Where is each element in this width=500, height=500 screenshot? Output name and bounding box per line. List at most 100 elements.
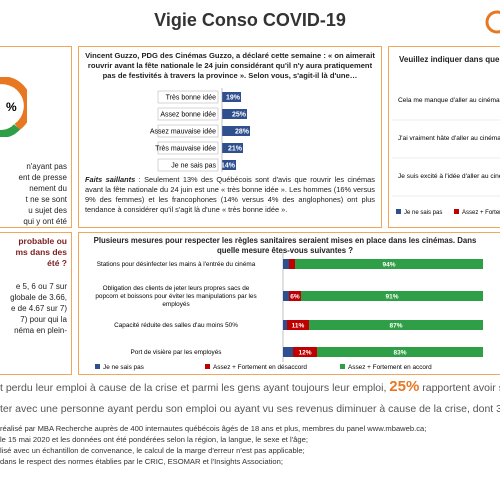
measures-title: Plusieurs mesures pour respecter les règ…: [93, 236, 477, 255]
bar-segment: [283, 259, 289, 269]
text-line: néma en plein-: [14, 326, 67, 335]
legend-label: Je ne sais pas: [404, 210, 442, 216]
category-label: Assez bonne idée: [160, 112, 216, 119]
text-line: 7) pour qui la: [20, 315, 67, 324]
footnote: réalisé par MBA Recherche auprès de 400 …: [0, 424, 427, 433]
bar-segment: [317, 347, 483, 357]
value-label: 14%: [221, 163, 236, 170]
value-label: 83%: [393, 350, 406, 357]
text-line: ent de presse: [18, 173, 67, 182]
footer-line-2: ter avec une personne ayant perdu son em…: [0, 403, 500, 415]
text-line: qui y ont été: [23, 217, 67, 226]
bar-segment: [293, 347, 317, 357]
question: Vincent Guzzo, PDG des Cinémas Guzzo, a …: [85, 51, 375, 80]
measures-panel: Plusieurs mesures pour respecter les règ…: [78, 232, 500, 375]
category-label: Stations pour désinfecter les mains à l'…: [97, 261, 256, 268]
quote-panel: Vincent Guzzo, PDG des Cinémas Guzzo, a …: [78, 46, 382, 228]
bar-segment: [287, 320, 309, 330]
category-label: Assez mauvaise idée: [150, 129, 216, 136]
text-line: n'ayant pas: [26, 162, 67, 171]
text: t perdu leur emploi à cause de la crise …: [0, 382, 390, 394]
category-label: Très mauvaise idée: [155, 146, 216, 153]
legend-label: Assez + Fortement en désaccord: [213, 364, 307, 371]
right-top-panel: Veuillez indiquer dans quelles me: [388, 46, 500, 228]
footer-line-1: t perdu leur emploi à cause de la crise …: [0, 378, 500, 395]
value-label: 91%: [385, 294, 398, 301]
highlights-text: : Seulement 13% des Québécois sont d'avi…: [85, 175, 375, 214]
bar-segment: [289, 259, 295, 269]
highlights: Faits saillants : Seulement 13% des Québ…: [85, 175, 375, 215]
bar-segment: [283, 291, 289, 301]
value-label: 6%: [290, 294, 300, 301]
text-line: e 5, 6 ou 7 sur: [15, 282, 67, 291]
bar-segment: [283, 320, 287, 330]
text-line: iquées.: [19, 227, 67, 228]
text: rapportent avoir subi une: [422, 382, 500, 394]
value-label: 11%: [292, 323, 305, 330]
value-label: 25%: [232, 112, 247, 119]
item-label: Je suis excité à l'idée d'aller au ciném…: [398, 173, 500, 180]
question-line: été ?: [47, 258, 67, 268]
bar-segment: [295, 259, 483, 269]
legend-swatch: [205, 364, 210, 369]
text-line: t ne se sont: [25, 195, 67, 204]
legend-label: Assez + Fortem: [462, 210, 500, 216]
question-line: ms dans des: [15, 247, 68, 257]
footnotes: réalisé par MBA Recherche auprès de 400 …: [0, 423, 426, 467]
legend-swatch: [454, 209, 459, 214]
bar: [222, 126, 250, 136]
legend-swatch: [340, 364, 345, 369]
legend-swatch: [95, 364, 100, 369]
category-label: Capacité réduite des salles d'au moins 5…: [114, 322, 238, 329]
category-label: Très bonne idée: [166, 95, 216, 102]
footnote: dans le respect des normes établies par …: [0, 457, 283, 466]
value-label: 12%: [298, 350, 311, 357]
category-label: Port de visière par les employés: [131, 349, 222, 356]
text-line: nement du: [29, 184, 67, 193]
donut: %: [0, 77, 27, 137]
category-box: [157, 124, 219, 138]
bar: [222, 143, 243, 153]
legend-label: Je ne sais pas: [103, 364, 144, 371]
category-label: Obligation des clients de jeter leurs pr…: [95, 285, 256, 308]
category-box: [157, 90, 219, 104]
highlights-label: Faits saillants: [85, 175, 136, 184]
bar: [222, 92, 241, 102]
question-line: probable ou: [18, 236, 67, 246]
value-label: 87%: [389, 323, 402, 330]
right-title: Veuillez indiquer dans quelles me: [399, 55, 500, 64]
bar-segment: [289, 291, 301, 301]
bar: [222, 160, 236, 170]
legend-swatch: [396, 209, 401, 214]
text-line: e de 4.67 sur 7): [10, 304, 67, 313]
left-bottom-text: e 5, 6 ou 7 sur globale de 3.66, e de 4.67…: [10, 281, 67, 336]
left-top-panel: % n'ayant pas ent de presse nement du t ne …: [0, 46, 72, 228]
highlight: 25%: [389, 378, 420, 395]
category-box: [157, 107, 219, 121]
title: Vigie Conso COVID-19: [154, 10, 346, 30]
category-box: [157, 158, 219, 172]
left-bottom-panel: probable ou ms dans des été ? e 5, 6 ou 7 …: [0, 232, 72, 375]
donut-label: %: [6, 100, 17, 114]
value-label: 19%: [226, 95, 241, 102]
bar: [222, 109, 247, 119]
value-label: 21%: [228, 146, 243, 153]
footnote: le 15 mai 2020 et les données ont été po…: [0, 435, 308, 444]
left-bottom-question: probable ou ms dans des été ?: [16, 236, 68, 269]
bar-segment: [283, 347, 293, 357]
value-label: 28%: [235, 129, 250, 136]
text-line: u sujet des: [28, 206, 67, 215]
item-label: J'ai vraiment hâte d'aller au cinéma: [398, 135, 500, 142]
logo: [485, 10, 500, 34]
bar-segment: [309, 320, 483, 330]
footnote: lisé avec un échantillon de convenance, …: [0, 446, 305, 455]
legend-label: Assez + Fortement en accord: [348, 364, 432, 371]
item-label: Cela me manque d'aller au cinéma: [398, 97, 500, 104]
text-line: globale de 3.66,: [10, 293, 67, 302]
left-top-text: n'ayant pas ent de presse nement du t ne se…: [18, 161, 67, 228]
bar-segment: [301, 291, 483, 301]
category-label: Je ne sais pas: [171, 163, 216, 170]
value-label: 94%: [382, 262, 395, 269]
